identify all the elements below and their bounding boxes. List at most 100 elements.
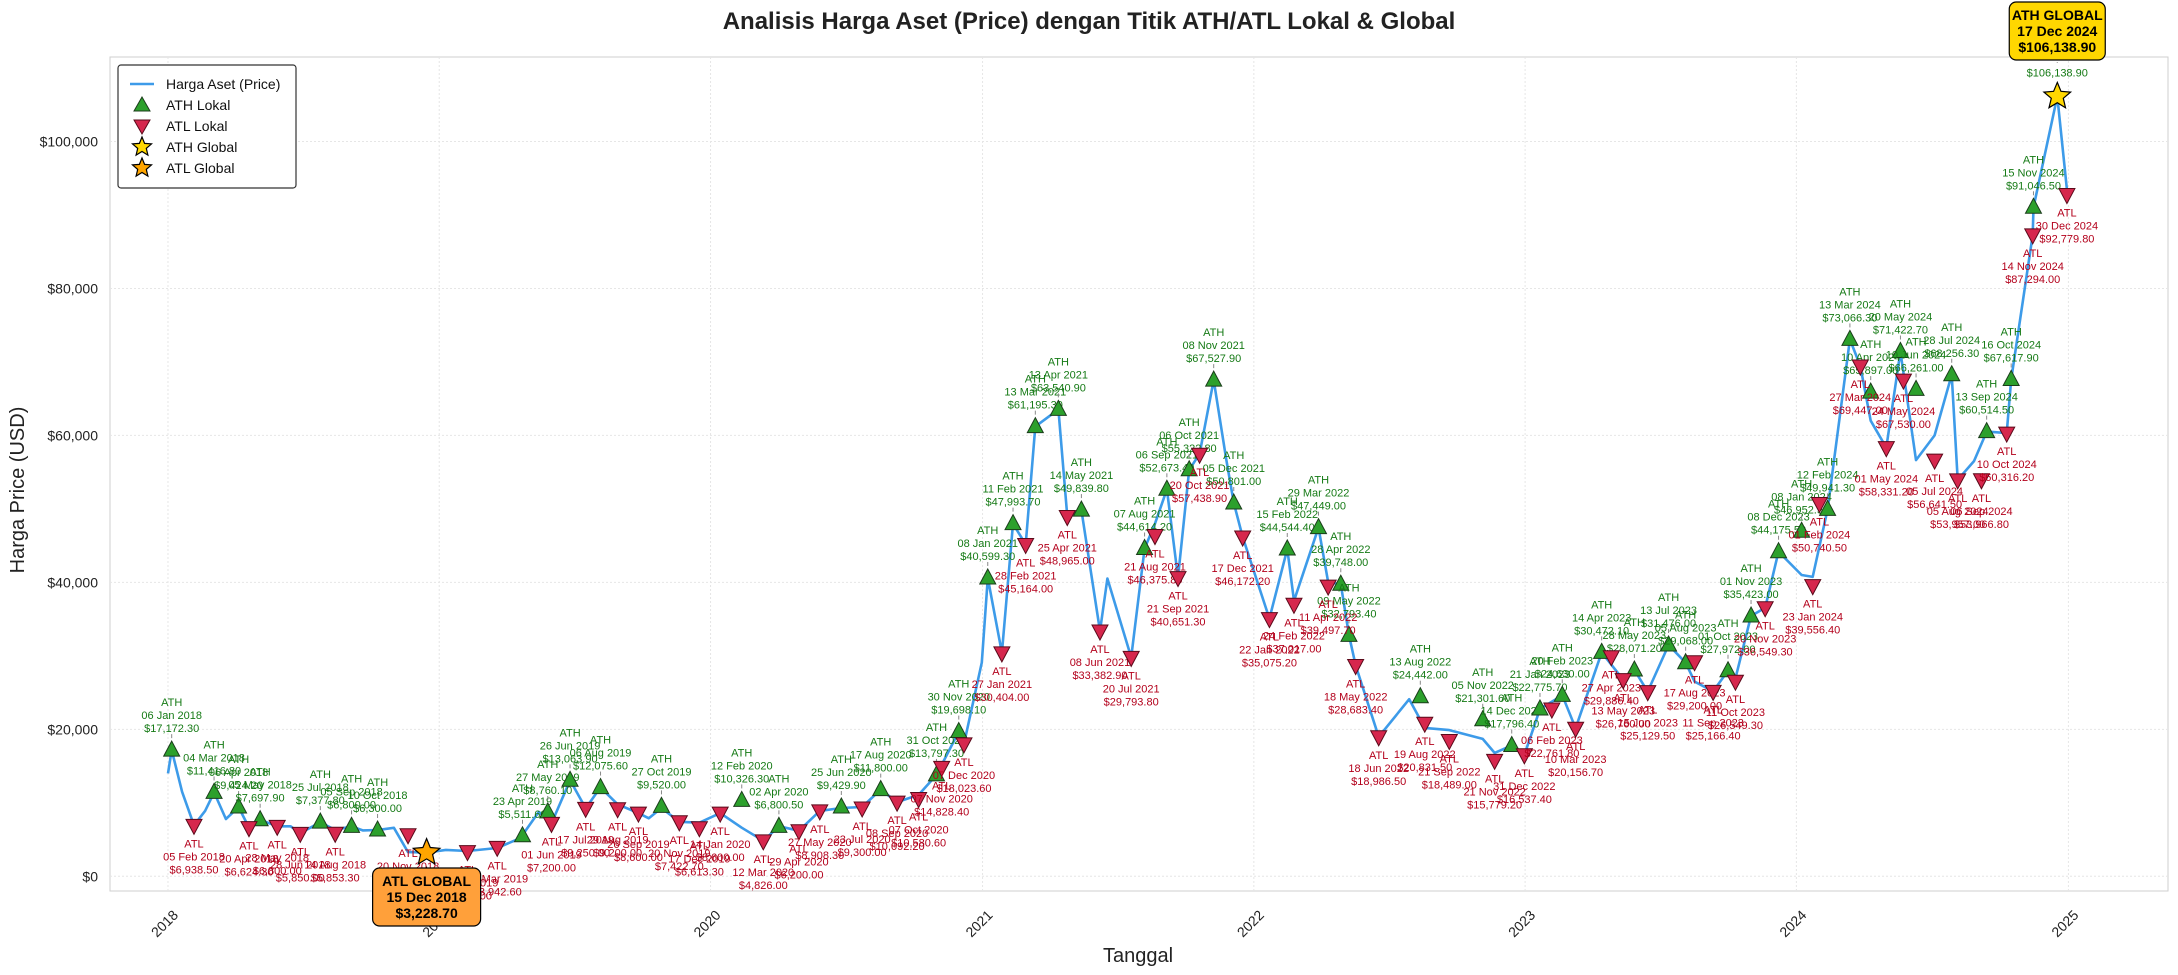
atl-local-annotation: ATL 07 Nov 2020 $14,828.40 (910, 780, 972, 818)
ath-local-annotation: ATH 06 Apr 2018 $9,424.20 (209, 754, 268, 792)
ath-global-box-text: ATH GLOBAL (2012, 7, 2103, 23)
ath-local-marker (978, 567, 997, 585)
legend-ath-swatch (133, 95, 151, 112)
atl-local-annotation: ATL 14 Aug 2018 $5,853.30 (304, 846, 366, 884)
atl-local-marker (754, 834, 773, 851)
atl-local-marker (690, 821, 709, 838)
atl-local-marker (1894, 373, 1913, 391)
atl-local-annotation: ATL 05 Jul 2024 $56,641.50 (1906, 473, 1963, 511)
ath-global-marker (2042, 80, 2073, 109)
atl-local-annotation: ATL 20 Apr 2018 $6,624.30 (219, 841, 278, 879)
ath-local-annotation: ATH 06 Sep 2021 $52,673.40 (1136, 436, 1198, 474)
atl-local-annotation: ATL 30 Dec 2024 $92,779.80 (2036, 208, 2098, 246)
atl-local-annotation: ATL 05 Aug 2024 $53,957.00 (1927, 493, 1989, 531)
atl-local-annotation: ATL 25 Apr 2021 $48,965.00 (1038, 530, 1097, 568)
atl-local-marker (1925, 453, 1944, 471)
atl-local-marker (1851, 359, 1870, 377)
atl-local-marker (608, 802, 627, 819)
atl-local-annotation: ATL 22 Jan 2022 $35,075.20 (1239, 632, 1300, 670)
atl-local-marker (1233, 530, 1252, 548)
ath-local-marker (770, 816, 788, 833)
atl-local-marker (1726, 674, 1745, 692)
ath-local-marker (1473, 709, 1492, 727)
atl-local-annotation: ATL 20 Nov 2019 $7,422.70 (648, 835, 710, 873)
ath-local-marker (1135, 538, 1154, 555)
atl-local-marker (790, 824, 808, 841)
ath-local-annotation: ATH 10 Jun 2024 $66,261.00 (1886, 336, 1947, 374)
atl-local-annotation: ATL 11 Oct 2023 $26,549.30 (1706, 694, 1765, 732)
atl-local-annotation: ATL 29 Apr 2020 $6,200.00 (769, 844, 828, 882)
legend-entry-label: ATL Lokal (166, 118, 227, 134)
atl-local-marker (993, 646, 1011, 663)
atl-local-marker (1440, 733, 1459, 751)
atl-local-annotation: ATL 01 Jun 2019 $7,200.00 (521, 836, 582, 874)
atl-local-annotation: ATL 28 Jun 2018 $5,850.00 (270, 846, 331, 884)
ath-local-annotation: ATH 21 Jan 2023 $22,775.70 (1510, 656, 1571, 694)
atl-local-marker (853, 801, 871, 819)
atl-local-marker (1515, 748, 1534, 765)
atl-local-annotation: ATL 20 Nov 2023 $36,549.30 (1734, 621, 1796, 659)
atl-local-annotation: ATL 29 Aug 2019 $9,200.00 (587, 822, 649, 860)
ath-local-marker (1907, 379, 1925, 396)
ath-local-annotation: ATH 14 Dec 2022 $17,796.40 (1481, 693, 1543, 731)
atl-local-marker (1997, 426, 2016, 444)
ath-local-annotation: ATH 13 Aug 2022 $24,442.00 (1389, 644, 1451, 682)
atl-local-annotation: ATL 06 Sep 2024 $53,966.80 (1950, 493, 2012, 531)
y-tick-label: $20,000 (47, 721, 98, 737)
atl-local-marker (576, 801, 595, 819)
atl-local-annotation: ATL 12 Mar 2020 $4,826.00 (732, 854, 794, 892)
atl-local-annotation: ATL 17 Jul 2019 $9,250.00 (557, 821, 614, 859)
atl-global-box-text: ATL GLOBAL (382, 873, 471, 889)
y-tick-label: $0 (82, 868, 98, 884)
ath-local-marker (1072, 500, 1091, 517)
atl-local-annotation: ATL 23 Jan 2024 $39,556.40 (1782, 599, 1843, 637)
ath-local-annotation: ATH 13 Jul 2023 $31,476.00 (1640, 592, 1697, 630)
atl-local-marker (1091, 624, 1109, 642)
ath-local-marker (591, 777, 610, 795)
ath-local-marker (1531, 698, 1549, 716)
ath-local-marker (871, 779, 890, 797)
atl-local-marker (1685, 655, 1704, 672)
ath-local-annotation: ATH 28 Apr 2022 $39,748.00 (1311, 531, 1370, 569)
legend-ath-global-swatch (131, 135, 153, 157)
ath-local-marker (1891, 341, 1910, 358)
atl-local-marker (1602, 650, 1621, 667)
atl-local-annotation: ATL 17 Dec 2019 $6,613.30 (668, 841, 730, 879)
atl-local-marker (810, 804, 829, 821)
atl-global-box (372, 867, 482, 927)
atl-local-annotation: ATL 08 Sep 2020 $10,092.20 (866, 815, 928, 853)
ath-local-marker (368, 819, 387, 837)
atl-local-annotation: ATL 24 May 2024 $67,530.00 (1872, 393, 1936, 431)
atl-local-marker (268, 819, 287, 837)
atl-local-marker (1122, 650, 1141, 668)
ath-local-annotation: ATH 29 Mar 2022 $47,449.00 (1288, 475, 1350, 513)
atl-local-annotation: ATL 17 Dec 2021 $46,172.20 (1211, 550, 1273, 588)
ath-local-marker (2002, 369, 2021, 386)
ath-global-box-text: 17 Dec 2024 (2017, 23, 2097, 39)
atl-local-marker (1877, 441, 1896, 458)
atl-local-annotation: ATL 24 Feb 2022 $37,017.00 (1263, 617, 1325, 655)
atl-local-annotation: ATL 01 Feb 2024 $50,740.50 (1789, 516, 1851, 554)
ath-local-annotation: ATH 05 Dec 2021 $50,801.00 (1203, 450, 1265, 488)
ath-local-annotation: ATH 15 Nov 2024 $91,046.50 (2002, 154, 2064, 192)
atl-local-annotation: ATL 18 Jun 2022 $18,986.50 (1348, 750, 1409, 788)
ath-local-annotation: ATH 08 Nov 2021 $67,527.90 (1182, 327, 1244, 365)
ath-local-annotation: ATH 15 Feb 2022 $44,544.40 (1256, 496, 1318, 534)
ath-local-marker (1659, 634, 1678, 652)
atl-local-annotation: ATL 20 Jul 2021 $29,793.80 (1103, 670, 1160, 708)
ath-local-annotation: ATH 11 Feb 2021 $47,993.70 (983, 471, 1044, 509)
ath-local-annotation: ATH 20 Feb 2023 $24,630.00 (1531, 642, 1593, 680)
atl-local-annotation: ATL 21 Sep 2022 $18,489.00 (1418, 753, 1480, 791)
legend-entry-label: ATH Global (166, 139, 237, 155)
ath-local-annotation: ATH 27 May 2019 $8,760.10 (516, 759, 580, 797)
atl-local-annotation: ATL 10 Mar 2023 $20,156.70 (1545, 741, 1607, 779)
atl-local-marker (1319, 579, 1337, 597)
atl-local-marker (2058, 188, 2076, 205)
atl-local-annotation: ATL 05 Feb 2018 $6,938.50 (163, 838, 225, 876)
atl-global-box-text: $3,228.70 (395, 905, 457, 921)
atl-local-marker (1058, 510, 1077, 527)
ath-local-annotation: ATH 25 Jun 2020 $9,429.90 (811, 754, 872, 792)
ath-local-marker (229, 796, 248, 814)
